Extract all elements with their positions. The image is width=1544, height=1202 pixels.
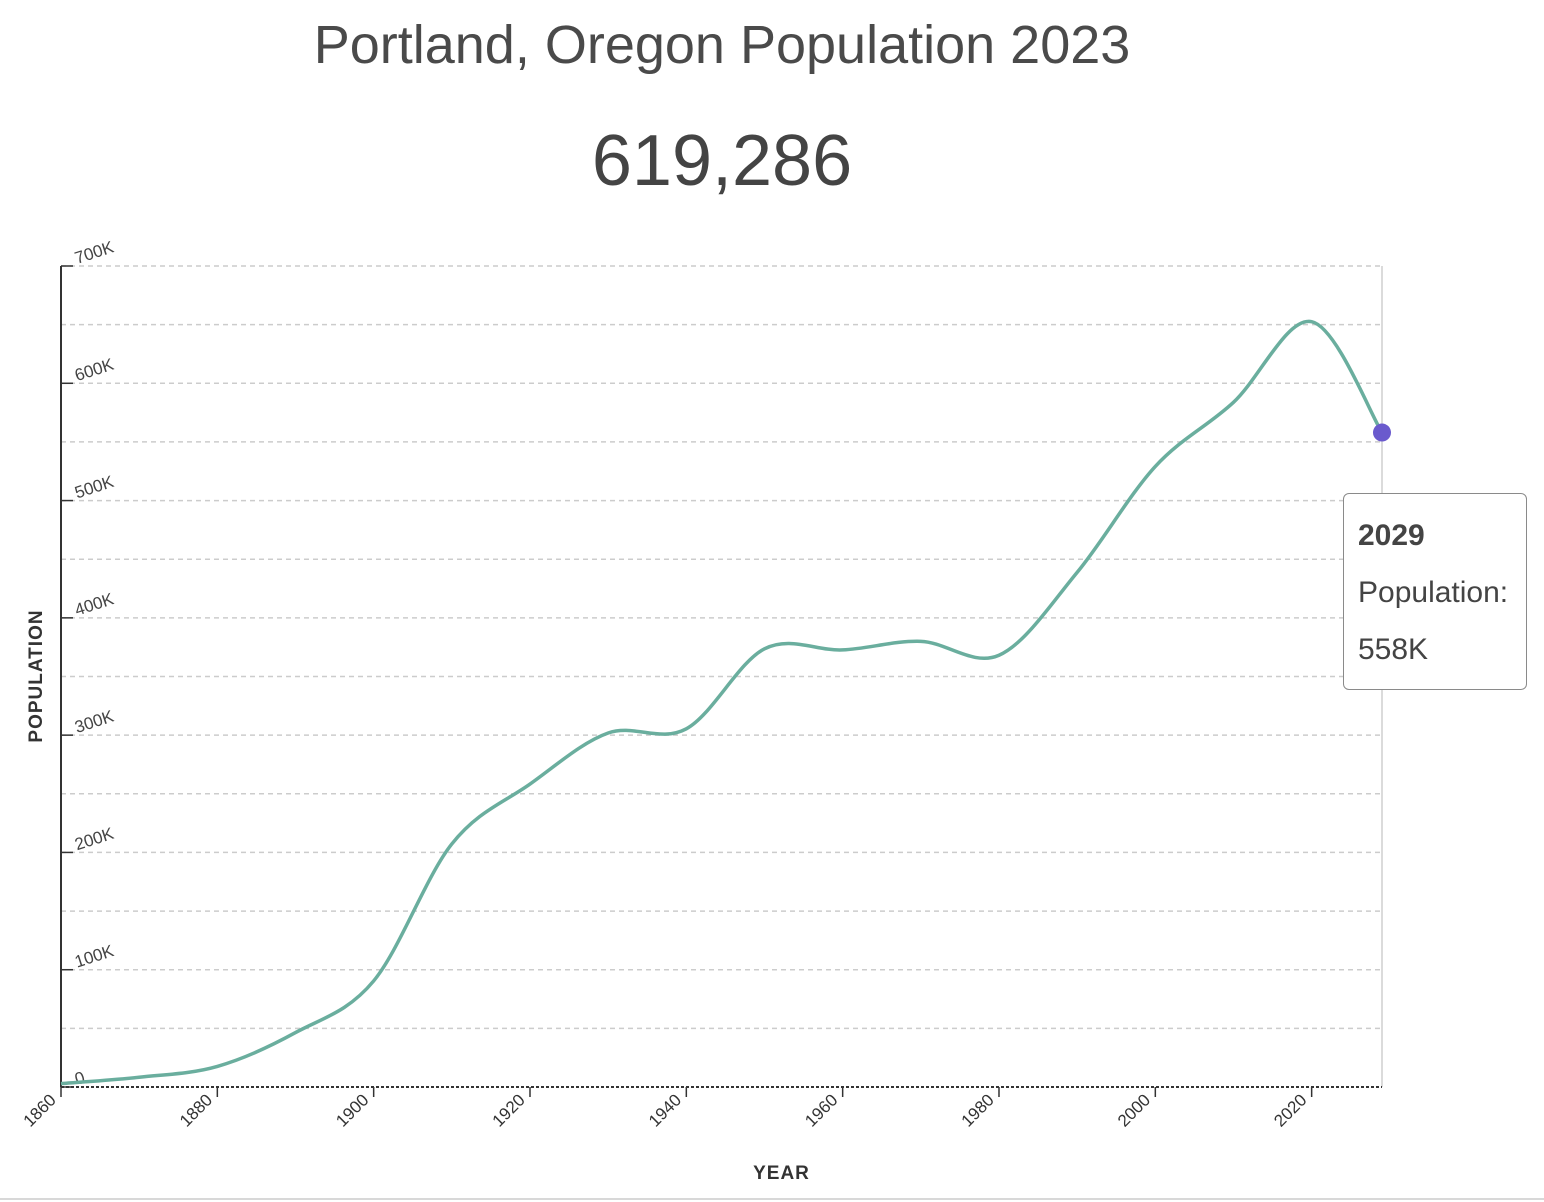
y-tick-label: 600K bbox=[72, 355, 116, 386]
x-tick-label: 2020 bbox=[1270, 1090, 1310, 1130]
population-series-line bbox=[60, 319, 1384, 1086]
y-tick-label: 300K bbox=[72, 706, 116, 737]
y-tick-label: 200K bbox=[72, 824, 116, 855]
highlight-point-marker bbox=[1373, 423, 1391, 442]
x-tick-label: 1860 bbox=[20, 1090, 60, 1130]
x-tick-label: 1900 bbox=[332, 1090, 372, 1130]
data-tooltip: 2029 Population: 558K bbox=[1343, 493, 1527, 690]
x-tick-label: 1960 bbox=[801, 1090, 841, 1130]
page-title: Portland, Oregon Population 2023 bbox=[313, 15, 1131, 75]
x-axis-title: YEAR bbox=[753, 1163, 810, 1184]
y-tick-label: 400K bbox=[72, 589, 116, 620]
current-population-value: 619,286 bbox=[591, 121, 853, 201]
y-tick-label: 100K bbox=[72, 941, 116, 972]
y-axis-title: POPULATION bbox=[26, 609, 47, 742]
x-tick-label: 1880 bbox=[176, 1090, 216, 1130]
x-tick-label: 1920 bbox=[489, 1090, 529, 1130]
tooltip-label: Population: bbox=[1358, 576, 1509, 609]
tooltip-value: 558K bbox=[1358, 633, 1429, 666]
y-tick-label: 700K bbox=[72, 237, 116, 268]
x-tick-label: 1980 bbox=[958, 1090, 998, 1130]
y-tick-label: 500K bbox=[72, 472, 116, 503]
bottom-divider bbox=[0, 1198, 1544, 1200]
x-tick-label: 1940 bbox=[645, 1090, 685, 1130]
x-tick-label: 2000 bbox=[1114, 1090, 1154, 1130]
tooltip-year: 2029 bbox=[1358, 519, 1425, 552]
y-tick-label: 0 bbox=[72, 1068, 87, 1089]
